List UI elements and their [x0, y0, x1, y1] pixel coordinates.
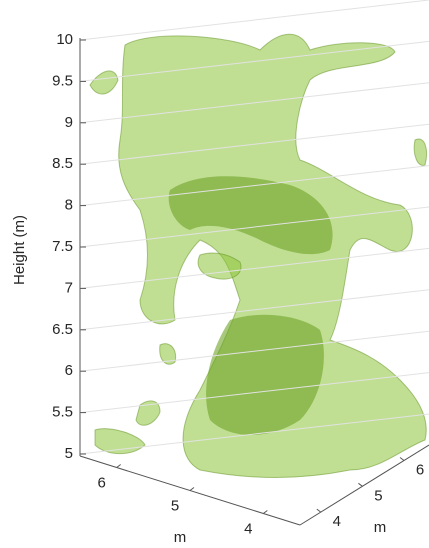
grid-line	[79, 372, 429, 414]
z-tick-label: 6.5	[52, 321, 73, 338]
surface-blob	[197, 252, 242, 280]
z-tick-label: 5	[65, 445, 73, 462]
surface-blob	[135, 400, 161, 426]
grid-line	[79, 413, 429, 455]
surface-shade	[168, 176, 333, 255]
surface-blob	[89, 70, 119, 95]
grid-line	[79, 247, 429, 289]
tick-mark	[399, 457, 405, 461]
y-tick-label: 4	[333, 513, 341, 530]
x-axis-label: m	[174, 529, 187, 546]
y-tick-label: 5	[374, 487, 382, 504]
x-tick-label: 5	[171, 497, 179, 514]
z-axis-label: Height (m)	[11, 215, 28, 285]
y-axis-line	[299, 444, 429, 526]
tick-mark	[116, 464, 121, 468]
z-tick-label: 10	[56, 31, 73, 48]
z-tick-label: 5.5	[52, 404, 73, 421]
tick-mark	[263, 510, 268, 514]
grid-line	[79, 0, 429, 41]
x-tick-label: 4	[244, 520, 252, 537]
y-tick-label: 6	[416, 461, 424, 478]
z-tick-label: 7.5	[52, 238, 73, 255]
grid-line	[79, 82, 429, 124]
grid-line	[79, 206, 429, 248]
isosurface	[89, 33, 428, 478]
grid-line	[79, 123, 429, 165]
grid-line	[79, 330, 429, 372]
x-tick-label: 6	[97, 474, 105, 491]
y-axis-label: m	[374, 519, 387, 536]
surface-shade	[206, 314, 324, 435]
z-tick-label: 7	[65, 279, 73, 296]
surface-blob	[94, 428, 146, 455]
surface-blob	[118, 33, 427, 478]
tick-mark	[316, 508, 322, 513]
z-tick-label: 8.5	[52, 155, 73, 172]
surface-blob	[413, 138, 428, 166]
z-tick-label: 8	[65, 197, 73, 214]
grid-line	[79, 165, 429, 207]
z-tick-label: 6	[65, 362, 73, 379]
axes: Height (m) m m 5 5.5 6 6.5 7 7.5 8 8.5 9 9.5 10 6 5 4…	[11, 0, 429, 546]
grid-line	[79, 289, 429, 331]
tick-mark	[189, 487, 195, 491]
tick-mark	[358, 482, 363, 487]
z-tick-label: 9	[65, 114, 73, 131]
z-tick-label: 9.5	[52, 72, 73, 89]
surface-blob	[159, 343, 177, 365]
grid-line	[79, 40, 429, 82]
